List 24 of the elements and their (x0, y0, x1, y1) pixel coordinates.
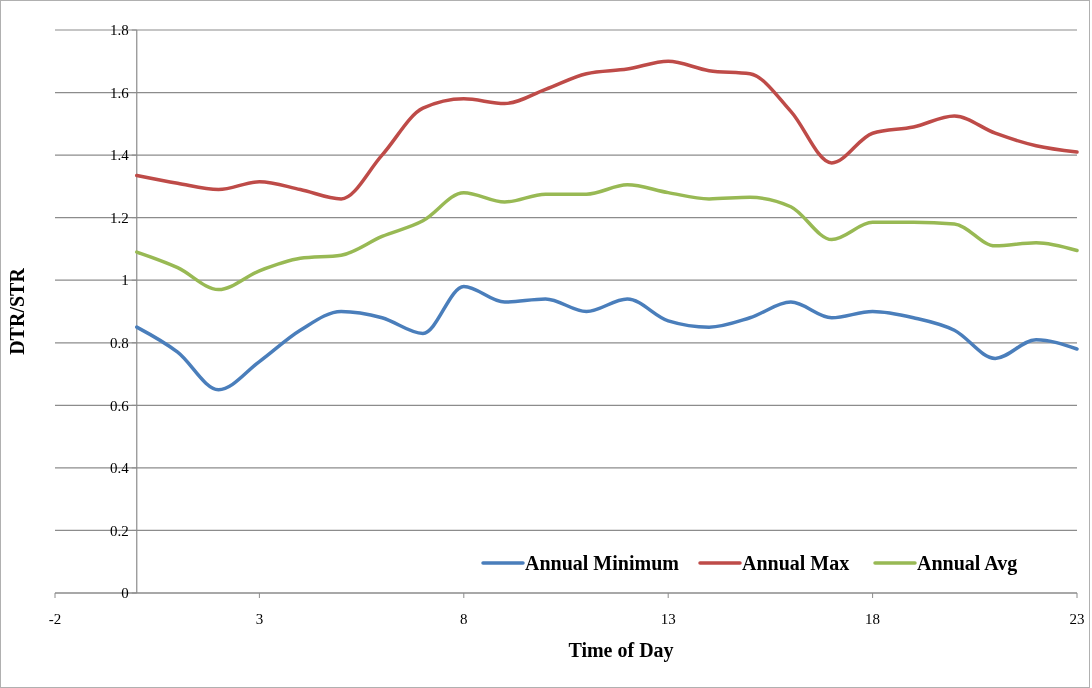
y-tick-label: 1.2 (110, 209, 129, 226)
line-series (135, 59, 1079, 201)
x-tick-label: 13 (660, 611, 676, 627)
y-tick-label: 1.4 (110, 147, 130, 164)
legend-label: Annual Max (742, 552, 850, 574)
x-axis-title: Time of Day (568, 639, 674, 662)
y-tick-label: 1 (121, 272, 129, 289)
y-tick-label: 0 (121, 585, 129, 602)
y-tick-label: 0.6 (110, 397, 130, 414)
x-tick-label: 8 (460, 611, 468, 627)
y-tick-label: 0.8 (110, 335, 129, 352)
y-axis-title: DTR/STR (6, 267, 28, 355)
x-tick-label: -2 (48, 611, 62, 627)
x-tick-label: 18 (865, 611, 881, 627)
legend-label: Annual Avg (917, 552, 1018, 575)
y-tick-label: 0.2 (110, 522, 129, 539)
y-tick-label: 0.4 (110, 460, 130, 477)
x-tick-label: 3 (255, 611, 264, 627)
y-tick-label: 1.6 (110, 84, 130, 101)
x-tick-label: 23 (1069, 611, 1085, 627)
legend-label: Annual Minimum (525, 552, 680, 574)
y-tick-label: 1.8 (110, 22, 129, 39)
line-series (135, 284, 1079, 392)
line-series (135, 183, 1079, 292)
